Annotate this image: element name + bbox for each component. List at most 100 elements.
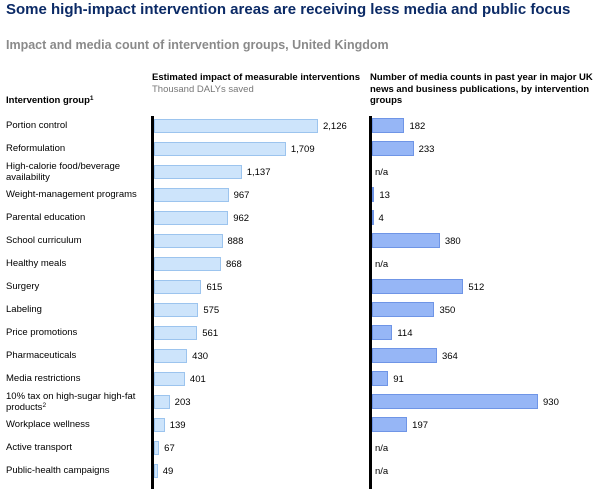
row-label-text: Healthy meals: [6, 258, 67, 269]
media-bar: [372, 302, 435, 317]
media-bar: [372, 348, 437, 363]
impact-column-header: Estimated impact of measurable intervent…: [152, 72, 362, 95]
impact-value-label: 1,137: [246, 167, 271, 178]
row-label: Healthy meals: [6, 258, 146, 269]
impact-value-label: 868: [225, 259, 242, 270]
media-bar: [372, 325, 393, 340]
impact-bar: [154, 349, 188, 363]
row-label-text: Weight-management programs: [6, 189, 137, 200]
row-label: School curriculum: [6, 235, 146, 246]
row-header-text: Intervention group: [6, 95, 90, 106]
row-label: Surgery: [6, 281, 146, 292]
impact-bar: [154, 119, 318, 133]
media-bar: [372, 394, 538, 409]
row-label-text: 10% tax on high-sugar high-fat products: [6, 391, 136, 413]
media-bar: [372, 210, 374, 225]
row-label-text: Portion control: [6, 120, 68, 131]
row-label: Pharmaceuticals: [6, 350, 146, 361]
row-label-text: Surgery: [6, 281, 40, 292]
row-label-footnote: 2: [42, 402, 47, 409]
impact-bar: [154, 280, 202, 294]
impact-value-label: 575: [203, 305, 220, 316]
impact-bar: [154, 211, 229, 225]
row-label: Public-health campaigns: [6, 465, 146, 476]
row-label: 10% tax on high-sugar high-fat products2: [6, 391, 146, 413]
media-value-label: 114: [397, 328, 413, 339]
row-label: Media restrictions: [6, 373, 146, 384]
impact-value-label: 1,709: [290, 144, 315, 155]
impact-value-label: 962: [233, 213, 250, 224]
media-value-label: 197: [412, 420, 429, 431]
row-label: Active transport: [6, 442, 146, 453]
impact-bar: [154, 418, 165, 432]
impact-bar: [154, 372, 185, 386]
row-label-text: Public-health campaigns: [6, 465, 110, 476]
row-header: Intervention group1: [6, 95, 94, 107]
row-label-text: Labeling: [6, 304, 42, 315]
row-label: Portion control: [6, 120, 146, 131]
row-label: Weight-management programs: [6, 189, 146, 200]
media-value-label: 182: [409, 121, 426, 132]
media-value-label: 350: [439, 305, 456, 316]
row-label: High-calorie food/beverage availability: [6, 161, 146, 183]
impact-bar: [154, 464, 158, 478]
row-label: Workplace wellness: [6, 419, 146, 430]
media-bar: [372, 141, 414, 156]
media-bar: [372, 118, 405, 133]
impact-bar: [154, 142, 286, 156]
impact-bar: [154, 188, 229, 202]
media-value-label: 4: [378, 213, 384, 224]
impact-value-label: 67: [164, 443, 175, 454]
media-bar: [372, 187, 375, 202]
impact-value-label: 561: [202, 328, 219, 339]
media-value-label: n/a: [375, 167, 389, 178]
impact-value-label: 49: [162, 466, 174, 477]
media-value-label: 91: [393, 374, 404, 385]
impact-bar: [154, 441, 160, 455]
row-label-text: Price promotions: [6, 327, 78, 338]
media-bar: [372, 233, 440, 248]
impact-value-label: 967: [233, 190, 250, 201]
media-value-label: 233: [418, 144, 435, 155]
row-label-text: Workplace wellness: [6, 419, 90, 430]
media-bar: [372, 371, 389, 386]
row-label-text: Media restrictions: [6, 373, 81, 384]
row-label-text: Pharmaceuticals: [6, 350, 77, 361]
media-value-label: 512: [468, 282, 485, 293]
media-bar: [372, 417, 408, 432]
row-label-text: High-calorie food/beverage availability: [6, 161, 121, 183]
impact-value-label: 203: [174, 397, 191, 408]
impact-bar: [154, 234, 223, 248]
impact-value-label: 888: [227, 236, 244, 247]
media-value-label: n/a: [375, 443, 389, 454]
row-header-footnote: 1: [89, 95, 94, 102]
media-value-label: n/a: [375, 259, 389, 270]
impact-header-text: Estimated impact of measurable intervent…: [152, 72, 361, 83]
row-label: Price promotions: [6, 327, 146, 338]
media-value-label: 380: [444, 236, 461, 247]
impact-value-label: 430: [192, 351, 209, 362]
impact-bar: [154, 326, 198, 340]
chart-title: Some high-impact intervention areas are …: [6, 1, 571, 18]
impact-unit: Thousand DALYs saved: [152, 83, 254, 95]
impact-value-label: 2,126: [323, 121, 347, 132]
media-column-header: Number of media counts in past year in m…: [370, 72, 593, 106]
chart-subtitle: Impact and media count of intervention g…: [6, 38, 389, 52]
row-label: Labeling: [6, 304, 146, 315]
impact-value-label: 401: [189, 374, 206, 385]
impact-bar: [154, 257, 221, 271]
media-axis-line: [369, 116, 372, 489]
row-label-text: Active transport: [6, 442, 72, 453]
row-label-text: Parental education: [6, 212, 86, 223]
impact-value-label: 139: [169, 420, 186, 431]
impact-bar: [154, 165, 242, 179]
row-label-text: School curriculum: [6, 235, 82, 246]
media-value-label: 13: [379, 190, 390, 201]
media-bar: [372, 279, 464, 294]
impact-bar: [154, 303, 199, 317]
row-label: Parental education: [6, 212, 146, 223]
row-label-text: Reformulation: [6, 143, 66, 154]
impact-bar: [154, 395, 170, 409]
media-value-label: n/a: [375, 466, 389, 477]
media-value-label: 364: [441, 351, 458, 362]
